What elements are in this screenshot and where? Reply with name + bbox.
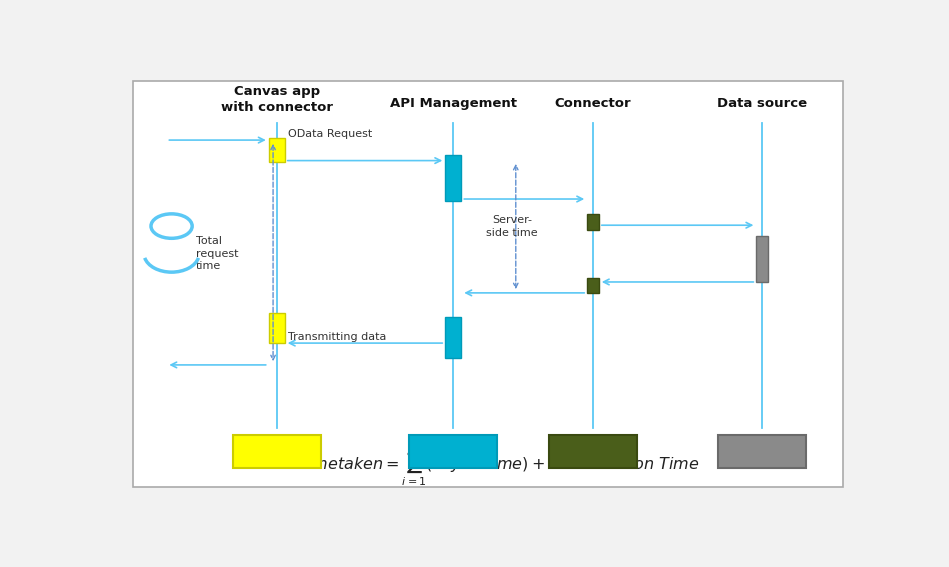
Text: Total
request
time: Total request time [195, 236, 238, 271]
Bar [587, 214, 599, 230]
Text: Server-
side time: Server- side time [486, 215, 538, 238]
Text: $\mathit{UX\ timetaken} = \sum_{i=1}^{n}\mathit{(Layer\ Time)} + \mathit{Transmi: $\mathit{UX\ timetaken} = \sum_{i=1}^{n}… [273, 441, 699, 488]
Bar [409, 435, 497, 468]
Text: Connector: Connector [555, 96, 631, 109]
Text: Connector
Time: Connector Time [559, 437, 627, 466]
Text: Canvas app
with connector: Canvas app with connector [221, 85, 333, 114]
Bar [233, 435, 321, 468]
Text: Transmitting data: Transmitting data [288, 332, 386, 342]
Text: APIM Time: APIM Time [419, 445, 489, 458]
Bar [756, 236, 768, 282]
Bar [445, 317, 461, 358]
Text: OData Request: OData Request [288, 129, 372, 139]
Bar [269, 312, 285, 343]
Text: Client Time: Client Time [239, 445, 314, 458]
Bar [549, 435, 637, 468]
Text: Data source: Data source [717, 96, 808, 109]
Bar [269, 138, 285, 162]
Text: API Management: API Management [390, 96, 517, 109]
Text: Data source
Time: Data source Time [722, 437, 802, 466]
Bar [718, 435, 807, 468]
Bar [445, 155, 461, 201]
Bar [587, 278, 599, 293]
